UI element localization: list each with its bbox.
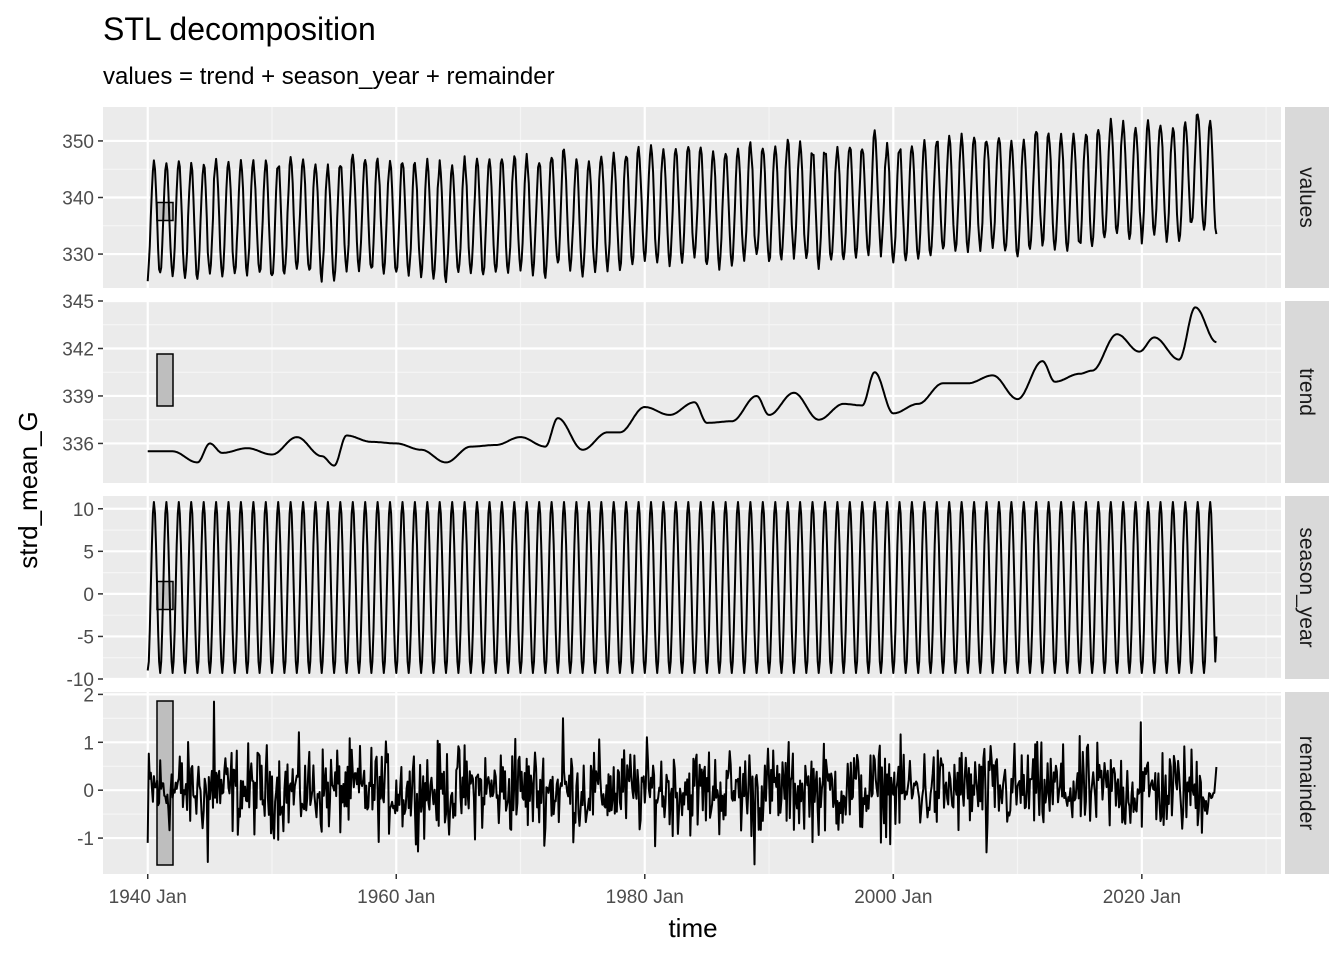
facet-panels: 330340350values336339342345trend-10-5051… (62, 107, 1329, 874)
facet-strip (1285, 301, 1329, 483)
y-tick-label: 345 (62, 292, 94, 313)
y-tick-label: 5 (83, 542, 94, 563)
facet-strip (1285, 692, 1329, 874)
y-tick-label: 336 (62, 434, 94, 455)
series-line-remainder (146, 700, 1218, 866)
x-tick-label: 1960 Jan (357, 887, 435, 908)
y-tick-label: 10 (73, 500, 94, 521)
scale-bar (156, 353, 174, 407)
facet-strip-label: season_year (1295, 527, 1318, 647)
y-tick-label: 1 (83, 733, 94, 754)
panel-background (103, 301, 1281, 483)
panel-season_year: -10 -5 0 5 10 season_year (67, 496, 1329, 691)
facet-strip-label: trend (1295, 368, 1318, 416)
y-tick-label: 0 (83, 781, 94, 802)
y-tick-label: 2 (83, 685, 94, 706)
y-tick-label: 342 (62, 339, 94, 360)
y-tick-label: -1 (77, 829, 94, 850)
facet-strip (1285, 107, 1329, 288)
y-tick-label: 339 (62, 387, 94, 408)
facet-strip-label: remainder (1295, 736, 1318, 831)
y-tick-label: 340 (62, 189, 94, 210)
x-tick-label: 2000 Jan (854, 887, 932, 908)
y-tick-label: -10 (67, 670, 94, 691)
panel-trend: 336 339 342 345 trend (62, 292, 1329, 483)
panel-values: 330 340 350 values (62, 107, 1329, 288)
facet-strip (1285, 496, 1329, 679)
chart-subtitle: values = trend + season_year + remainder (103, 63, 555, 90)
series-line-values (146, 113, 1218, 284)
panel-remainder: -1 0 1 2 remainder (77, 685, 1329, 874)
y-tick-label: 350 (62, 132, 94, 153)
y-tick-label: 0 (83, 585, 94, 606)
x-tick-label: 2020 Jan (1103, 887, 1181, 908)
series-line-trend (147, 306, 1217, 467)
y-tick-label: -5 (77, 627, 94, 648)
facet-strip-label: values (1295, 167, 1318, 228)
x-axis: 1940 Jan 1960 Jan 1980 Jan 2000 Jan 2020 Jan (109, 874, 1181, 908)
x-tick-label: 1980 Jan (606, 887, 684, 908)
scale-bar (156, 201, 174, 222)
x-tick-label: 1940 Jan (109, 887, 187, 908)
chart-title: STL decomposition (103, 11, 376, 47)
series-line-season_year (146, 501, 1218, 674)
x-axis-title: time (668, 913, 717, 943)
y-axis-title: strd_mean_G (13, 411, 43, 569)
y-tick-label: 330 (62, 245, 94, 266)
